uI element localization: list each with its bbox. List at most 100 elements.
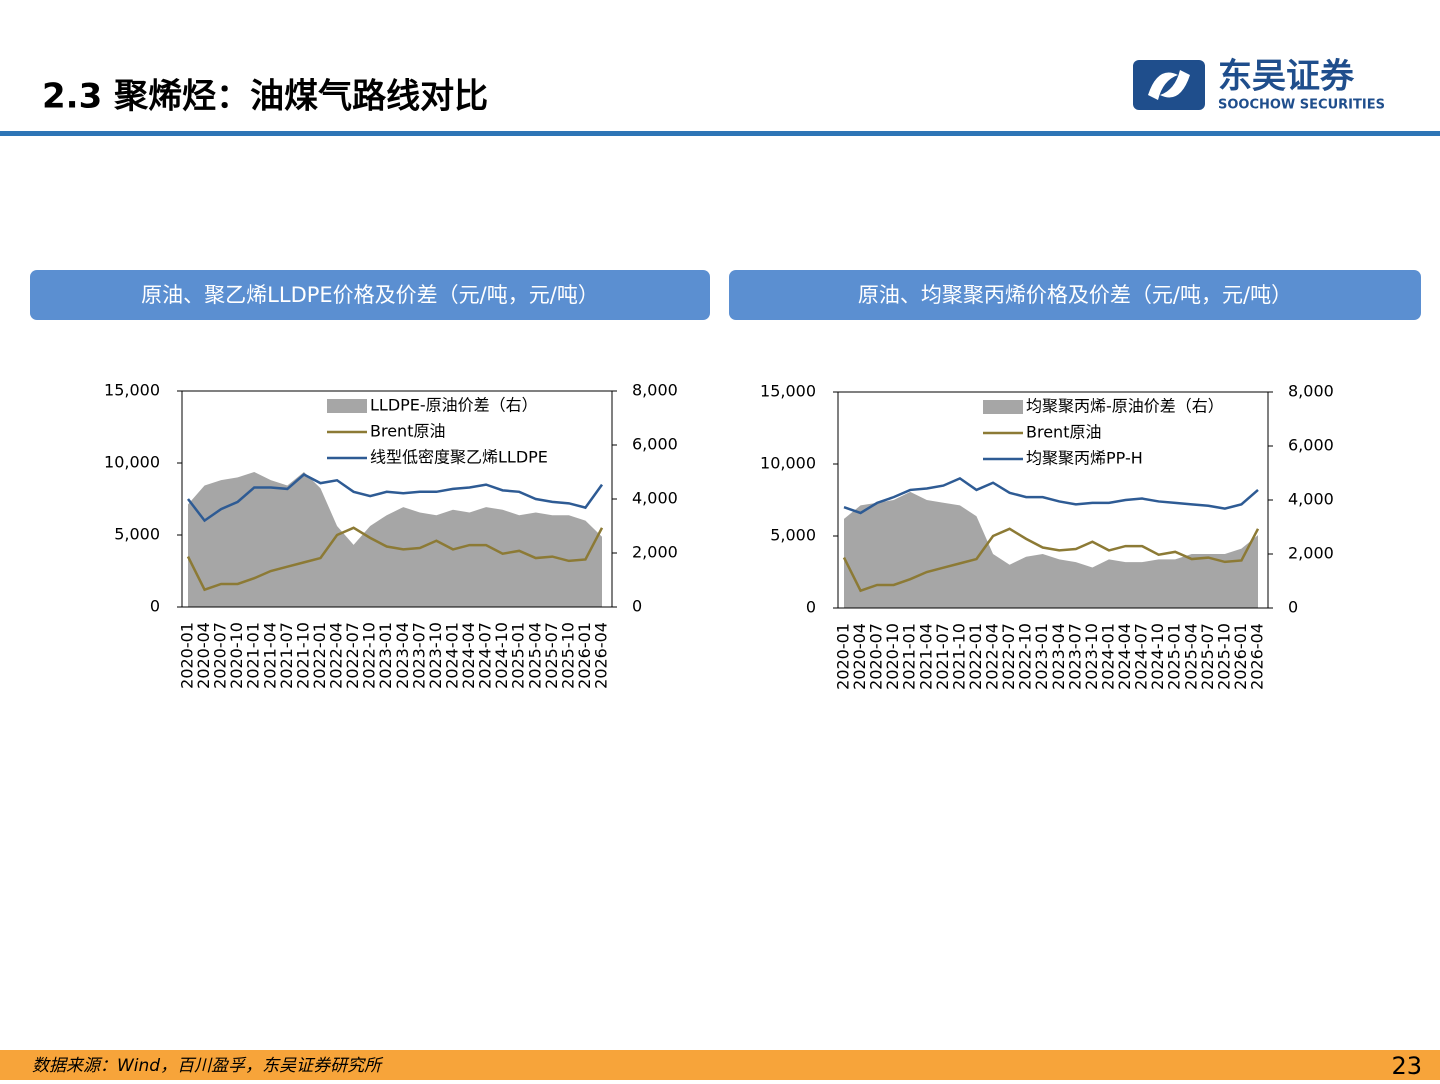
x-tick-label: 2024-07 <box>1132 623 1151 690</box>
x-tick-label: 2023-01 <box>1032 623 1051 690</box>
x-tick-label: 2020-10 <box>883 623 902 690</box>
logo-en: SOOCHOW SECURITIES <box>1218 98 1385 113</box>
y2-tick-label: 8,000 <box>632 381 678 400</box>
y-tick-label: 15,000 <box>104 381 160 400</box>
spread-area <box>844 491 1258 608</box>
x-tick-label: 2022-01 <box>966 623 985 690</box>
panel-title: 原油、均聚聚丙烯价格及价差（元/吨，元/吨） <box>858 283 1292 307</box>
legend-swatch <box>327 399 367 413</box>
y-tick-label: 10,000 <box>760 454 816 473</box>
y2-tick-label: 6,000 <box>632 435 678 454</box>
x-tick-label: 2023-10 <box>1082 623 1101 690</box>
footer-bar <box>0 1050 1440 1080</box>
x-tick-label: 2020-07 <box>211 622 230 689</box>
y2-tick-label: 4,000 <box>1288 490 1334 509</box>
x-tick-label: 2021-01 <box>244 622 263 689</box>
price-line <box>842 527 1260 593</box>
x-tick-label: 2022-10 <box>360 622 379 689</box>
x-tick-label: 2023-04 <box>1049 623 1068 690</box>
y-tick-label: 5,000 <box>770 526 816 545</box>
x-tick-label: 2024-07 <box>476 622 495 689</box>
x-tick-label: 2020-01 <box>834 623 853 690</box>
x-tick-label: 2021-01 <box>900 623 919 690</box>
x-tick-label: 2021-07 <box>277 622 296 689</box>
x-tick-label: 2024-10 <box>1148 623 1167 690</box>
x-tick-label: 2024-04 <box>459 622 478 689</box>
legend-label: 线型低密度聚乙烯LLDPE <box>370 448 548 467</box>
x-tick-label: 2020-04 <box>850 623 869 690</box>
x-tick-label: 2020-10 <box>227 622 246 689</box>
x-tick-label: 2020-01 <box>178 622 197 689</box>
x-tick-label: 2026-04 <box>1248 623 1267 690</box>
x-tick-label: 2025-10 <box>558 622 577 689</box>
logo-cn: 东吴证券 <box>1218 57 1355 97</box>
y-tick-label: 15,000 <box>760 382 816 401</box>
y2-tick-label: 8,000 <box>1288 382 1334 401</box>
x-tick-label: 2020-04 <box>194 622 213 689</box>
x-tick-label: 2021-10 <box>949 623 968 690</box>
x-tick-label: 2025-01 <box>1165 623 1184 690</box>
x-tick-label: 2020-07 <box>867 623 886 690</box>
y2-tick-label: 2,000 <box>1288 544 1334 563</box>
x-tick-label: 2022-10 <box>1016 623 1035 690</box>
x-tick-label: 2023-07 <box>1065 623 1084 690</box>
y2-tick-label: 4,000 <box>632 489 678 508</box>
y2-tick-label: 2,000 <box>632 543 678 562</box>
x-tick-label: 2024-01 <box>442 622 461 689</box>
legend-label: 均聚聚丙烯-原油价差（右） <box>1026 397 1224 416</box>
spread-area <box>188 472 602 607</box>
logo-mark <box>1133 60 1205 110</box>
legend-swatch <box>983 400 1023 414</box>
price-line <box>843 476 1259 515</box>
x-tick-label: 2022-07 <box>343 622 362 689</box>
x-tick-label: 2022-07 <box>999 623 1018 690</box>
y-tick-label: 10,000 <box>104 453 160 472</box>
y-tick-label: 5,000 <box>114 525 160 544</box>
legend-label: Brent原油 <box>1026 423 1101 442</box>
x-tick-label: 2025-01 <box>509 622 528 689</box>
x-tick-label: 2025-07 <box>542 622 561 689</box>
x-tick-label: 2021-10 <box>293 622 312 689</box>
footer-source: 数据来源：Wind，百川盈孚，东吴证券研究所 <box>32 1056 384 1076</box>
x-tick-label: 2021-04 <box>916 623 935 690</box>
logo: 东吴证券 SOOCHOW SECURITIES <box>1133 57 1385 113</box>
slide-title: 2.3 聚烯烃：油煤气路线对比 <box>42 77 488 117</box>
x-tick-label: 2026-04 <box>592 622 611 689</box>
x-tick-label: 2026-01 <box>575 622 594 689</box>
x-tick-label: 2023-07 <box>409 622 428 689</box>
x-tick-label: 2024-04 <box>1115 623 1134 690</box>
x-tick-label: 2025-07 <box>1198 623 1217 690</box>
page-number: 23 <box>1391 1052 1422 1080</box>
panel-header <box>729 270 1421 320</box>
x-tick-label: 2023-10 <box>426 622 445 689</box>
price-line <box>187 473 604 523</box>
x-tick-label: 2022-04 <box>327 622 346 689</box>
x-tick-label: 2025-10 <box>1214 623 1233 690</box>
x-tick-label: 2024-01 <box>1098 623 1117 690</box>
x-tick-label: 2026-01 <box>1231 623 1250 690</box>
legend-label: 均聚聚丙烯PP-H <box>1026 449 1143 468</box>
x-tick-label: 2021-04 <box>260 622 279 689</box>
x-tick-label: 2025-04 <box>525 622 544 689</box>
header-rule <box>0 131 1440 136</box>
logo-swirl <box>1148 70 1190 100</box>
y-tick-label: 0 <box>806 598 816 617</box>
y2-tick-label: 0 <box>1288 598 1298 617</box>
x-tick-label: 2022-04 <box>983 623 1002 690</box>
y2-tick-label: 6,000 <box>1288 436 1334 455</box>
x-tick-label: 2023-04 <box>393 622 412 689</box>
legend-label: LLDPE-原油价差（右） <box>370 396 538 415</box>
legend-label: Brent原油 <box>370 422 445 441</box>
x-tick-label: 2024-10 <box>492 622 511 689</box>
x-tick-label: 2022-01 <box>310 622 329 689</box>
y2-tick-label: 0 <box>632 597 642 616</box>
price-line <box>186 526 604 592</box>
x-tick-label: 2021-07 <box>933 623 952 690</box>
panel-header <box>30 270 710 320</box>
y-tick-label: 0 <box>150 597 160 616</box>
x-tick-label: 2023-01 <box>376 622 395 689</box>
panel-title: 原油、聚乙烯LLDPE价格及价差（元/吨，元/吨） <box>141 283 599 307</box>
x-tick-label: 2025-04 <box>1181 623 1200 690</box>
